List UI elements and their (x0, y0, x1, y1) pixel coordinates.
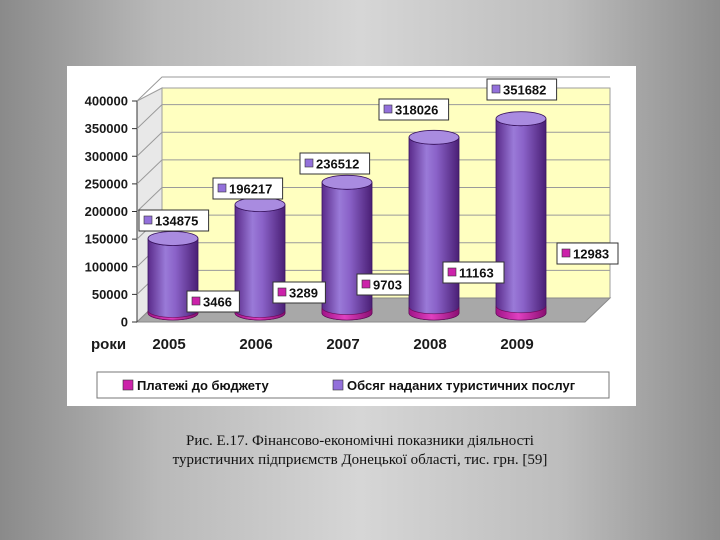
data-label-budget: 12983 (573, 247, 609, 262)
legend-swatch-budget (122, 379, 134, 391)
chart-svg: 0 50000 100000 150000 200000 250000 300000 3500… (85, 76, 619, 399)
bar-services-top (147, 231, 199, 246)
data-label-services: 196217 (229, 182, 272, 197)
gridline (136, 159, 610, 185)
y-tick-label: 0 (121, 315, 128, 330)
data-label-services-box (212, 177, 284, 200)
bar-services-top (321, 174, 373, 190)
x-category-label: 2008 (413, 336, 446, 353)
x-axis-label: роки (91, 336, 126, 353)
legend-swatch-services (332, 379, 344, 391)
data-label-budget: 9703 (373, 278, 402, 293)
data-label-budget-box (556, 242, 619, 265)
y-tick-label: 350000 (85, 121, 128, 136)
y-tick-label: 150000 (85, 232, 128, 247)
data-label-budget-box (356, 273, 410, 296)
data-label-services-swatch (217, 183, 227, 193)
data-label-services-box (486, 78, 558, 101)
data-label-services-box (378, 98, 450, 121)
bar-services (408, 137, 460, 321)
data-label-services: 351682 (503, 83, 546, 98)
bar-services (495, 118, 547, 321)
y-axis-ticks: 0 50000 100000 150000 200000 250000 300000 3500… (85, 94, 137, 330)
caption-line-2: туристичних підприємств Донецької област… (172, 452, 548, 468)
data-label-budget: 3466 (203, 295, 232, 310)
data-label-services: 236512 (316, 157, 359, 172)
data-label-budget-box (186, 290, 240, 313)
bar-services (321, 182, 373, 321)
x-category-label: 2006 (239, 336, 272, 353)
legend-label-services: Обсяг наданих туристичних послуг (347, 378, 576, 393)
gridline (136, 104, 610, 129)
y-tick-label: 50000 (92, 287, 128, 302)
legend-box (96, 371, 610, 399)
data-label-services-swatch (383, 104, 393, 114)
chart-image: 0 50000 100000 150000 200000 250000 300000 3500… (67, 66, 636, 406)
data-label-budget-swatch (191, 296, 201, 306)
data-label-services: 134875 (155, 214, 198, 229)
y-tick-label: 100000 (85, 259, 128, 274)
bar-budget (495, 305, 547, 321)
data-label-budget-swatch (561, 248, 571, 258)
bar-services-top (408, 129, 460, 145)
data-label-services: 318026 (395, 103, 438, 118)
data-label-budget: 11163 (459, 266, 494, 281)
data-label-budget-swatch (447, 267, 457, 277)
caption-line-1: Рис. Е.17. Фінансово-економічні показник… (186, 433, 534, 449)
gridline (136, 187, 610, 212)
y-tick-label: 400000 (85, 94, 128, 109)
figure-caption: Рис. Е.17. Фінансово-економічні показник… (70, 432, 650, 470)
data-label-services-box (299, 152, 371, 175)
data-label-services-box (138, 209, 210, 232)
y-tick-label: 300000 (85, 149, 128, 164)
x-category-label: 2009 (500, 336, 533, 353)
x-category-label: 2005 (152, 336, 185, 353)
y-tick-label: 250000 (85, 176, 128, 191)
gridline (136, 131, 610, 157)
data-label-services-swatch (143, 215, 153, 225)
data-label-services-swatch (491, 84, 501, 94)
x-axis-categories: 2005 2006 2007 2008 2009 (152, 336, 533, 353)
data-label-budget-swatch (361, 279, 371, 289)
bar-services-top (234, 197, 286, 212)
legend-label-budget: Платежі до бюджету (137, 378, 270, 393)
legend: Платежі до бюджету Обсяг наданих туристи… (96, 371, 610, 399)
gridline (136, 76, 610, 102)
bar-budget (234, 310, 286, 321)
x-category-label: 2007 (326, 336, 359, 353)
data-labels: 134875 3466 196217 3289 236512 9703 318026 1116… (138, 78, 619, 313)
data-label-budget: 3289 (289, 286, 318, 301)
bar-services-top (495, 111, 547, 127)
data-label-budget-box (272, 281, 326, 304)
data-label-services-swatch (304, 158, 314, 168)
data-label-budget-swatch (277, 287, 287, 297)
data-label-budget-box (442, 261, 505, 284)
y-tick-label: 200000 (85, 204, 128, 219)
